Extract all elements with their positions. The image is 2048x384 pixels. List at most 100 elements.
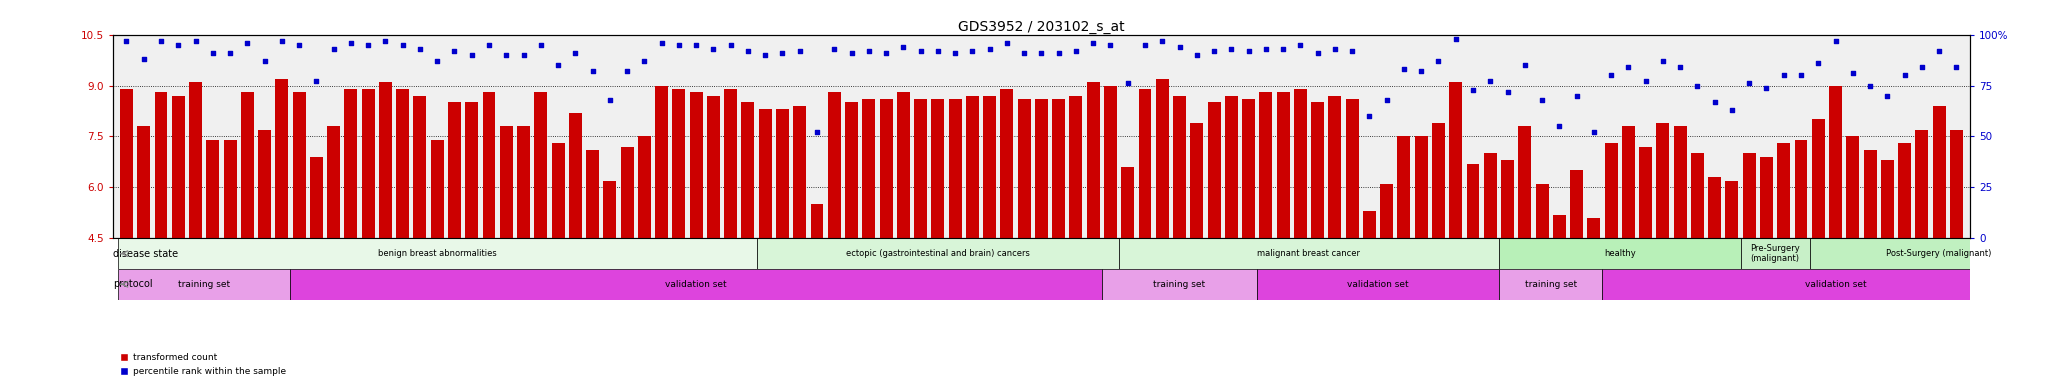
Point (1077, 40, 1110, 46)
Point (1542, 123, 1575, 129)
Point (1147, 38, 1180, 44)
Point (473, 42, 506, 48)
Point (197, 50, 229, 56)
Bar (1657, 123, 1669, 238)
Point (1630, 78, 1663, 84)
Point (1819, 38, 1851, 44)
Bar (1499, 269, 1602, 300)
Bar (569, 113, 582, 238)
Bar (1174, 96, 1186, 238)
Bar (1673, 126, 1688, 238)
Point (178, 38, 211, 44)
Bar (551, 143, 565, 238)
Point (1491, 89, 1524, 95)
Point (1300, 50, 1333, 56)
Bar (223, 140, 236, 238)
Point (403, 46, 436, 52)
Point (1509, 62, 1542, 68)
Bar (1139, 89, 1151, 238)
Bar (621, 147, 633, 238)
Point (1008, 50, 1040, 56)
Bar (827, 92, 842, 238)
Bar (1778, 143, 1790, 238)
Bar (119, 269, 291, 300)
Legend: transformed count, percentile rank within the sample: transformed count, percentile rank withi… (117, 350, 289, 379)
Point (887, 44, 920, 50)
Point (489, 52, 522, 58)
Text: malignant breast cancer: malignant breast cancer (1257, 249, 1360, 258)
Point (1853, 83, 1886, 89)
Bar (725, 89, 737, 238)
Bar (879, 99, 893, 238)
Point (1284, 42, 1317, 48)
Bar (535, 92, 547, 238)
Bar (1485, 154, 1497, 238)
Text: training set: training set (178, 280, 229, 289)
Point (1198, 48, 1231, 54)
Point (111, 38, 143, 44)
Bar (1034, 99, 1049, 238)
Bar (1069, 96, 1083, 238)
Bar (1743, 154, 1755, 238)
Bar (274, 79, 289, 238)
Bar (793, 106, 807, 238)
Bar (1397, 136, 1411, 238)
Point (352, 42, 385, 48)
Point (1475, 78, 1507, 84)
Point (438, 48, 471, 54)
Point (266, 38, 299, 44)
Bar (1536, 184, 1548, 238)
Point (782, 48, 815, 54)
Point (1405, 68, 1438, 74)
Point (594, 97, 627, 103)
Bar (1018, 99, 1030, 238)
Bar (690, 92, 702, 238)
Bar (1602, 269, 2048, 300)
Bar (465, 103, 477, 238)
Point (1268, 46, 1300, 52)
Point (1319, 46, 1352, 52)
Point (903, 48, 936, 54)
Bar (293, 92, 305, 238)
Point (1180, 52, 1212, 58)
Bar (846, 103, 858, 238)
Bar (1120, 167, 1135, 238)
Point (1335, 48, 1368, 54)
Point (524, 42, 557, 48)
Point (1249, 46, 1282, 52)
Point (1733, 80, 1765, 86)
Bar (1118, 238, 1499, 269)
Bar (1466, 164, 1479, 238)
Point (1663, 64, 1696, 70)
Point (1784, 72, 1817, 78)
Text: protocol: protocol (113, 279, 154, 289)
Bar (172, 96, 184, 238)
Point (1389, 66, 1421, 72)
Point (1561, 93, 1593, 99)
Point (455, 52, 487, 58)
Point (1421, 58, 1454, 64)
Bar (741, 103, 754, 238)
Bar (258, 130, 270, 238)
Point (1872, 93, 1905, 99)
Point (801, 129, 834, 136)
Point (731, 48, 764, 54)
Point (956, 48, 989, 54)
Point (1354, 113, 1386, 119)
Point (1526, 97, 1559, 103)
Bar (1571, 170, 1583, 238)
Point (508, 52, 541, 58)
Point (1094, 42, 1126, 48)
Bar (1587, 218, 1599, 238)
Point (973, 46, 1006, 52)
Bar (1708, 177, 1720, 238)
Bar (1208, 103, 1221, 238)
Bar (1741, 238, 1810, 269)
Bar (758, 109, 772, 238)
Point (1042, 50, 1075, 56)
Bar (1257, 269, 1499, 300)
Point (299, 78, 332, 84)
Point (231, 40, 264, 46)
Bar (188, 82, 203, 238)
Bar (395, 89, 410, 238)
